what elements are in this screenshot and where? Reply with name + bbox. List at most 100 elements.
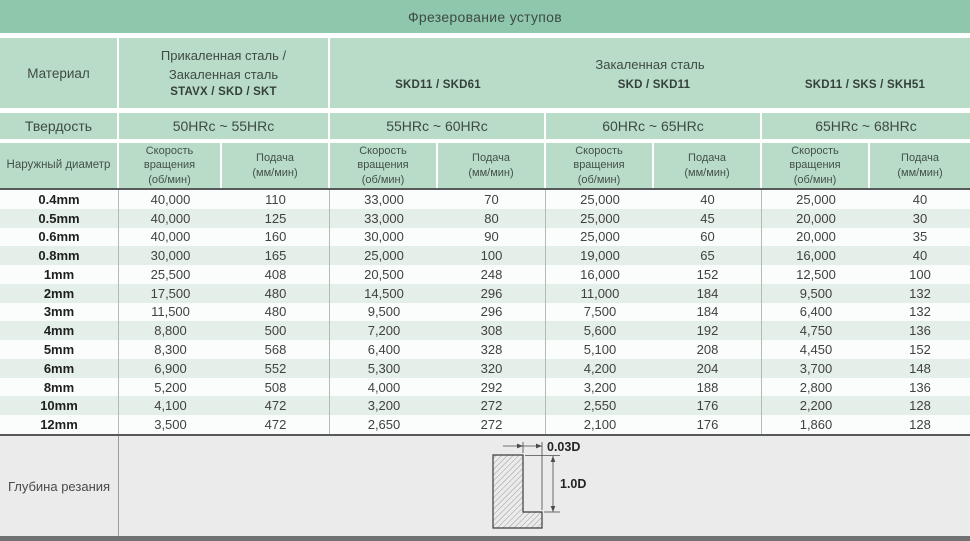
diameter-cell: 2mm (0, 283, 119, 303)
feed-cell: 308 (438, 321, 546, 341)
speed-cell: 8,300 (154, 342, 187, 358)
feed-header-g2: Подача (мм/мин) (438, 143, 546, 188)
speed-cell: 8,800 (154, 323, 187, 339)
feed-cell: 296 (438, 283, 546, 303)
depth-of-cut-diagram: 0.03D 1.0D (470, 436, 630, 536)
material-col-annealed-steel: Прикаленная сталь / Закаленная сталь STA… (119, 38, 330, 108)
table-row: 0.8mm 30,000 165 25,000 100 19,000 65 16… (0, 246, 970, 266)
outer-diameter-header: Наружный диаметр (0, 143, 119, 188)
feed-cell: 45 (654, 208, 762, 228)
feed-cell: 148 (909, 360, 931, 376)
diameter-cell: 5mm (0, 340, 119, 359)
feed-cell: 176 (654, 415, 762, 434)
table-top-rule (0, 188, 970, 190)
feed-cell: 100 (909, 266, 931, 282)
hardness-range-4: 65HRc ~ 68HRc (815, 118, 917, 134)
material-line-2: Закаленная сталь (168, 66, 279, 82)
hardness-label: Твердость (0, 113, 119, 139)
feed-cell: 136 (909, 379, 931, 395)
steel-grade-skd11-skd61: SKD11 / SKD61 (395, 79, 481, 91)
speed-cell: 6,400 (799, 304, 833, 320)
feed-cell: 184 (654, 283, 762, 303)
feed-cell: 500 (222, 321, 330, 341)
feed-cell: 472 (222, 415, 330, 434)
separator (0, 139, 970, 143)
speed-cell: 2,550 (583, 398, 617, 414)
feed-cell: 90 (438, 227, 546, 247)
feed-cell: 40 (654, 190, 762, 209)
speed-cell: 6,900 (154, 360, 187, 376)
depth-of-cut-label: Глубина резания (7, 478, 111, 494)
speed-cell: 4,000 (367, 379, 401, 395)
step-profile-drawing: 0.03D 1.0D (492, 440, 586, 529)
column-header-row: Наружный диаметр Скорость вращения (об/м… (0, 143, 970, 188)
diameter-cell: 10mm (0, 396, 119, 416)
speed-cell: 14,500 (364, 285, 404, 301)
speed-header-g2: Скорость вращения (об/мин) (330, 143, 438, 188)
speed-cell: 3,200 (583, 379, 617, 395)
speed-cell: 3,200 (367, 398, 401, 414)
speed-cell: 25,000 (796, 191, 836, 207)
steel-grade-stavx-skd-skt: STAVX / SKD / SKT (170, 86, 277, 99)
speed-cell: 25,000 (580, 229, 620, 245)
speed-cell: 20,000 (796, 210, 836, 226)
feed-cell: 100 (438, 246, 546, 266)
speed-cell: 2,650 (367, 417, 401, 433)
speed-cell: 5,300 (367, 360, 401, 376)
speed-cell: 4,750 (799, 323, 833, 339)
table-row: 2mm 17,500 480 14,500 296 11,000 184 9,5… (0, 283, 970, 303)
feed-cell: 152 (654, 265, 762, 284)
speed-cell: 33,000 (364, 191, 404, 207)
hardened-steel-label: Закаленная сталь (595, 57, 705, 72)
feed-cell: 320 (438, 358, 546, 378)
feed-cell: 192 (654, 321, 762, 341)
feed-cell: 128 (909, 417, 931, 433)
hardness-header-row: Твердость 50HRc ~ 55HRc 55HRc ~ 60HRc 60… (0, 113, 970, 139)
feed-cell: 160 (222, 227, 330, 247)
feed-cell: 248 (438, 265, 546, 284)
hardness-range-3: 60HRc ~ 65HRc (546, 113, 762, 139)
feed-cell: 204 (654, 358, 762, 378)
material-header-row: Материал Прикаленная сталь / Закаленная … (0, 38, 970, 108)
speed-cell: 7,200 (367, 323, 401, 339)
diameter-cell: 12mm (0, 415, 119, 434)
table-row: 0.4mm 40,000 110 33,000 70 25,000 40 25,… (0, 190, 970, 209)
table-row: 0.5mm 40,000 125 33,000 80 25,000 45 20,… (0, 208, 970, 228)
diameter-cell: 4mm (0, 321, 119, 341)
speed-cell: 33,000 (364, 210, 404, 226)
speed-cell: 5,100 (583, 342, 617, 358)
speed-cell: 5,200 (154, 379, 187, 395)
feed-cell: 272 (438, 396, 546, 416)
steel-grade-skd11-sks-skh51: SKD11 / SKS / SKH51 (804, 79, 926, 91)
separator (0, 33, 970, 38)
speed-cell: 9,500 (799, 285, 833, 301)
separator (0, 108, 970, 113)
speed-cell: 4,200 (583, 360, 617, 376)
feed-cell: 136 (909, 323, 931, 339)
feed-cell: 35 (912, 229, 928, 245)
speed-cell: 25,500 (150, 266, 191, 282)
speed-cell: 3,500 (154, 417, 187, 433)
speed-cell: 3,700 (799, 360, 833, 376)
feed-cell: 80 (438, 208, 546, 228)
depth-of-cut-section: Глубина резания (0, 436, 970, 536)
diameter-cell: 0.5mm (0, 208, 119, 228)
steel-grades-row: SKD11 / SKD61 SKD / SKD11 SKD11 / SKS / … (330, 79, 970, 91)
diameter-cell: 6mm (0, 358, 119, 378)
hardness-range-2: 55HRc ~ 60HRc (330, 113, 546, 139)
feed-cell: 408 (222, 265, 330, 284)
speed-header-g3: Скорость вращения (об/мин) (546, 143, 654, 188)
feed-cell: 188 (654, 377, 762, 397)
feed-cell: 508 (222, 377, 330, 397)
feed-cell: 480 (222, 302, 330, 322)
depth-of-cut-label-cell: Глубина резания (0, 436, 119, 536)
bottom-border-bar (0, 536, 970, 541)
hardness-range-1: 50HRc ~ 55HRc (119, 113, 330, 139)
dim-width-label: 0.03D (547, 440, 580, 454)
feed-cell: 30 (912, 210, 928, 226)
diameter-cell: 0.4mm (0, 190, 119, 209)
speed-cell: 25,000 (580, 210, 620, 226)
speed-cell: 12,500 (796, 266, 836, 282)
feed-cell: 208 (654, 340, 762, 359)
